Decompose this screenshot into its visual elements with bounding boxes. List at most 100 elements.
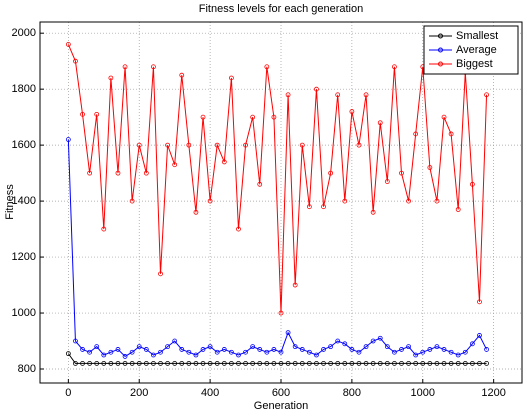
- data-point: [314, 86, 319, 92]
- data-point: [413, 361, 419, 366]
- data-point: [115, 361, 121, 366]
- data-point: [143, 361, 149, 366]
- data-point: [349, 361, 355, 366]
- data-point: [172, 361, 178, 366]
- data-point: [285, 361, 291, 366]
- x-tick-label: 800: [343, 387, 361, 399]
- data-point: [236, 352, 241, 358]
- data-point: [250, 344, 256, 350]
- data-point: [158, 271, 163, 277]
- data-point: [399, 361, 404, 366]
- data-point: [427, 165, 433, 170]
- data-point: [455, 361, 461, 366]
- data-point: [335, 338, 341, 344]
- data-point: [427, 347, 433, 352]
- data-point: [377, 335, 383, 341]
- series: [65, 41, 489, 316]
- data-point: [321, 204, 326, 210]
- data-point: [306, 349, 312, 355]
- data-point: [278, 349, 284, 355]
- data-point: [65, 41, 71, 47]
- y-tick-label: 1800: [12, 83, 36, 95]
- data-point: [257, 347, 263, 352]
- data-point: [392, 349, 397, 355]
- data-point: [108, 349, 114, 355]
- data-point: [179, 347, 185, 352]
- data-point: [384, 179, 390, 184]
- data-point: [250, 361, 256, 366]
- data-point: [413, 352, 419, 358]
- data-point: [448, 361, 454, 366]
- data-point: [165, 142, 170, 148]
- data-point: [165, 361, 170, 366]
- data-point: [136, 344, 142, 350]
- data-point: [413, 131, 419, 137]
- legend-marker: [438, 33, 443, 39]
- data-point: [469, 341, 475, 347]
- data-point: [278, 310, 284, 316]
- data-point: [257, 361, 263, 366]
- data-point: [143, 347, 149, 352]
- data-point: [115, 347, 121, 352]
- data-point: [115, 170, 121, 176]
- data-point: [299, 347, 305, 352]
- data-point: [80, 347, 85, 352]
- data-point: [484, 92, 489, 98]
- data-point: [108, 361, 114, 366]
- data-point: [243, 361, 248, 366]
- data-point: [214, 361, 220, 366]
- data-point: [101, 352, 107, 358]
- data-point: [392, 64, 397, 70]
- data-point: [377, 120, 383, 126]
- legend-label: Smallest: [456, 30, 498, 42]
- data-point: [484, 347, 489, 352]
- data-point: [250, 114, 256, 120]
- data-point: [434, 198, 440, 204]
- y-tick-label: 2000: [12, 27, 36, 39]
- data-point: [328, 170, 334, 176]
- chart-title: Fitness levels for each generation: [199, 3, 363, 15]
- data-point: [448, 349, 454, 355]
- data-point: [314, 361, 319, 366]
- data-point: [122, 64, 128, 70]
- data-point: [186, 142, 192, 148]
- series-line: [67, 44, 488, 314]
- data-point: [420, 349, 426, 355]
- data-point: [87, 361, 93, 366]
- data-point: [399, 347, 404, 352]
- data-point: [122, 354, 128, 359]
- data-point: [384, 361, 390, 366]
- data-point: [399, 170, 404, 176]
- data-point: [370, 209, 376, 215]
- data-point: [377, 361, 383, 366]
- data-point: [292, 361, 298, 366]
- x-tick-label: 1000: [411, 387, 435, 399]
- data-point: [349, 109, 355, 114]
- data-point: [94, 111, 100, 117]
- legend-marker: [438, 61, 443, 67]
- data-point: [186, 361, 192, 366]
- data-point: [158, 361, 163, 366]
- data-point: [356, 349, 362, 355]
- data-point: [370, 338, 376, 344]
- data-point: [87, 349, 93, 355]
- x-axis-label: Generation: [254, 400, 308, 412]
- data-point: [328, 344, 334, 350]
- data-point: [363, 92, 369, 98]
- data-point: [484, 361, 489, 366]
- data-point: [65, 351, 71, 357]
- data-point: [214, 142, 220, 148]
- data-point: [65, 137, 71, 142]
- data-point: [179, 72, 185, 78]
- data-point: [200, 347, 206, 352]
- data-point: [441, 347, 447, 352]
- data-point: [271, 361, 277, 366]
- data-point: [278, 361, 284, 366]
- data-point: [73, 338, 78, 344]
- x-tick-label: 0: [65, 387, 71, 399]
- data-point: [87, 170, 93, 176]
- data-point: [129, 349, 135, 355]
- y-axis-label: Fitness: [4, 184, 16, 220]
- data-point: [384, 344, 390, 350]
